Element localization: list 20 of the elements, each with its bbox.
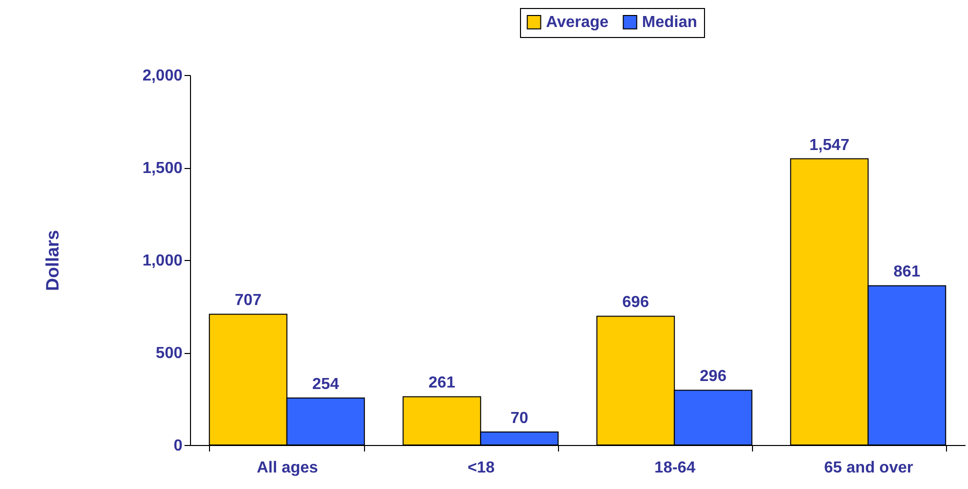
y-tick-label: 0 <box>174 438 183 454</box>
data-label: 261 <box>428 374 456 392</box>
data-label: 696 <box>622 294 650 312</box>
data-label: 254 <box>312 376 340 394</box>
x-tick-label: <18 <box>468 460 495 476</box>
legend-label: Median <box>642 14 698 32</box>
y-axis-title: Dollars <box>42 230 62 292</box>
data-label: 707 <box>234 292 262 310</box>
x-tick-label: 65 and over <box>824 460 914 476</box>
y-tick-label: 500 <box>156 345 183 362</box>
data-label: 861 <box>894 264 920 281</box>
data-label: 296 <box>700 368 727 386</box>
x-tick-label: All ages <box>256 460 318 476</box>
data-label: 70 <box>510 410 528 428</box>
x-tick-label: 18-64 <box>654 460 696 476</box>
legend-label: Average <box>546 14 609 32</box>
y-tick-label: 1,000 <box>142 252 183 270</box>
y-tick-label: 1,500 <box>142 160 183 177</box>
data-label: 1,547 <box>809 136 850 154</box>
y-tick-label: 2,000 <box>142 68 183 84</box>
